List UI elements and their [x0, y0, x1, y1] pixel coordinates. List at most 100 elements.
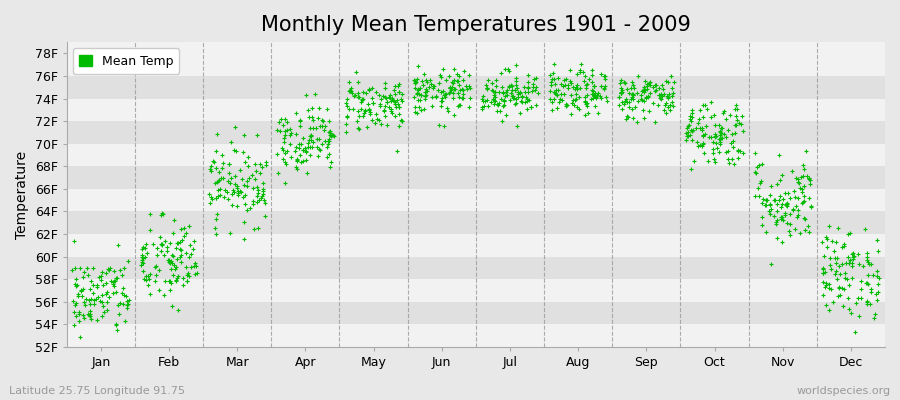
Point — [755, 161, 770, 167]
Point — [453, 87, 467, 94]
Point — [720, 156, 734, 162]
Point — [511, 89, 526, 95]
Point — [500, 86, 515, 93]
Point — [662, 106, 677, 113]
Point — [796, 214, 811, 221]
Point — [593, 71, 608, 77]
Point — [614, 90, 628, 96]
Point — [392, 89, 406, 95]
Point — [190, 270, 204, 277]
Point — [362, 106, 376, 113]
Point — [120, 298, 134, 305]
Point — [561, 82, 575, 88]
Point — [580, 102, 594, 109]
Point — [580, 92, 595, 98]
Point — [722, 160, 736, 166]
Point — [529, 83, 544, 90]
Point — [759, 196, 773, 203]
Point — [385, 95, 400, 102]
Point — [594, 82, 608, 89]
Point — [713, 132, 727, 138]
Point — [408, 80, 422, 86]
Point — [661, 94, 675, 100]
Point — [292, 117, 307, 124]
Point — [643, 79, 657, 86]
Point — [148, 278, 162, 284]
Point — [706, 112, 721, 118]
Point — [687, 158, 701, 164]
Point — [419, 78, 434, 85]
Point — [439, 76, 454, 83]
Point — [661, 78, 675, 85]
Point — [257, 213, 272, 219]
Point — [491, 100, 506, 106]
Point — [653, 92, 668, 98]
Point — [109, 275, 123, 282]
Point — [715, 125, 729, 131]
Point — [764, 183, 778, 190]
Point — [816, 252, 831, 259]
Point — [487, 92, 501, 99]
Point — [517, 84, 531, 90]
Point — [489, 83, 503, 90]
Point — [832, 270, 847, 277]
Point — [554, 91, 569, 97]
Point — [392, 89, 406, 96]
Point — [394, 118, 409, 124]
Point — [452, 102, 466, 108]
Point — [779, 200, 794, 207]
Point — [446, 84, 460, 90]
Point — [863, 289, 878, 295]
Point — [138, 254, 152, 260]
Point — [139, 241, 153, 247]
Point — [158, 238, 173, 244]
Point — [823, 285, 837, 291]
Point — [749, 170, 763, 176]
Point — [292, 145, 306, 151]
Point — [417, 71, 431, 78]
Point — [107, 283, 122, 289]
Point — [229, 181, 243, 188]
Point — [174, 247, 188, 253]
Point — [703, 99, 717, 106]
Point — [491, 102, 505, 108]
Point — [579, 85, 593, 91]
Point — [322, 118, 337, 124]
Point — [298, 149, 312, 156]
Point — [662, 102, 677, 108]
Point — [316, 118, 330, 124]
Point — [295, 147, 310, 154]
Point — [68, 280, 82, 287]
Point — [664, 73, 679, 79]
Point — [160, 244, 175, 250]
Point — [645, 84, 660, 90]
Point — [834, 261, 849, 267]
Point — [683, 116, 698, 122]
Point — [680, 130, 694, 136]
Point — [204, 163, 219, 169]
Point — [793, 230, 807, 236]
Point — [251, 225, 266, 231]
Point — [822, 306, 836, 313]
Point — [189, 262, 203, 269]
Point — [630, 73, 644, 79]
Point — [497, 98, 511, 104]
Point — [351, 126, 365, 132]
Point — [764, 261, 778, 267]
Point — [638, 78, 652, 84]
Point — [347, 92, 362, 99]
Point — [584, 91, 598, 98]
Point — [615, 89, 629, 95]
Point — [488, 98, 502, 105]
Point — [253, 161, 267, 168]
Point — [166, 272, 181, 278]
Point — [492, 89, 507, 95]
Point — [170, 274, 184, 281]
Point — [711, 136, 725, 142]
Point — [735, 128, 750, 134]
Point — [302, 113, 317, 120]
Point — [712, 149, 726, 155]
Point — [426, 83, 440, 89]
Point — [291, 158, 305, 164]
Point — [346, 106, 360, 112]
